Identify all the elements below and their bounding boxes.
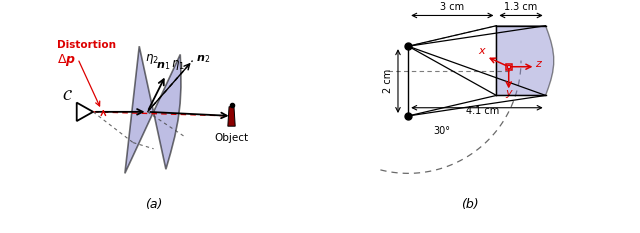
Text: (b): (b)	[461, 198, 479, 211]
Text: 30°: 30°	[433, 126, 450, 136]
Text: $\boldsymbol{n}_1$: $\boldsymbol{n}_1$	[156, 60, 170, 72]
Polygon shape	[228, 107, 236, 126]
Text: 4.1 cm: 4.1 cm	[467, 106, 500, 116]
Text: $\Delta \boldsymbol{p}$: $\Delta \boldsymbol{p}$	[57, 52, 76, 68]
Text: Object: Object	[214, 133, 248, 143]
Text: 3 cm: 3 cm	[440, 2, 465, 12]
Text: $y$: $y$	[505, 89, 514, 100]
Text: $x$: $x$	[477, 46, 486, 56]
Text: 2 cm: 2 cm	[383, 69, 393, 93]
Text: $\eta_1$: $\eta_1$	[172, 58, 185, 72]
Polygon shape	[125, 46, 181, 173]
Text: (a): (a)	[145, 198, 163, 211]
Text: 1.3 cm: 1.3 cm	[504, 2, 538, 12]
Text: $\eta_2$: $\eta_2$	[145, 51, 159, 65]
Polygon shape	[497, 26, 554, 96]
Text: $\boldsymbol{n}_2$: $\boldsymbol{n}_2$	[196, 54, 210, 65]
Text: Distortion: Distortion	[57, 40, 116, 50]
Text: $\mathcal{C}$: $\mathcal{C}$	[62, 88, 73, 103]
Text: $z$: $z$	[536, 59, 543, 69]
